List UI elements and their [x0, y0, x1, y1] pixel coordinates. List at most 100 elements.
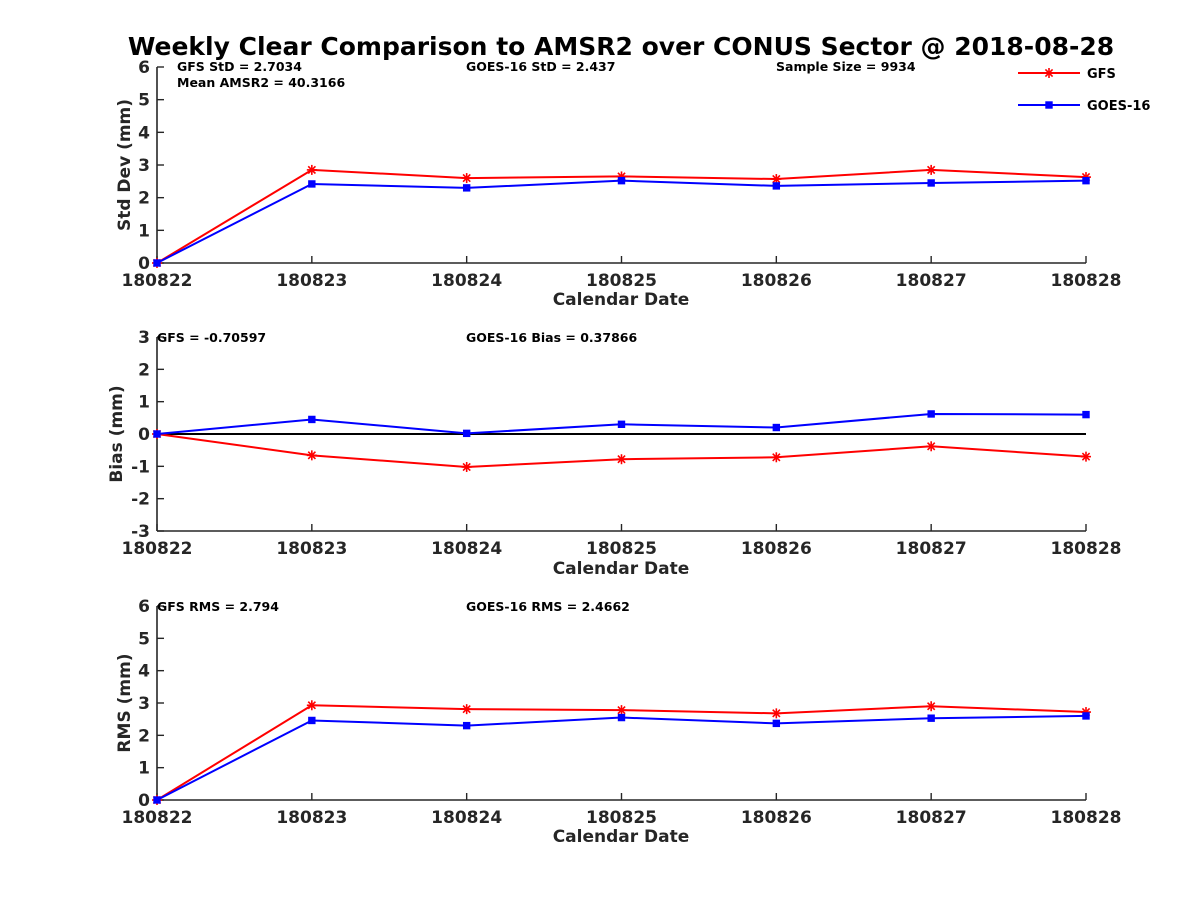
- rms-gfs-point: [926, 701, 937, 712]
- std-dev-annot-goes16: GOES-16 StD = 2.437: [466, 59, 615, 74]
- legend-gfs-label: GFS: [1087, 67, 1116, 82]
- rms-xtick-label: 180822: [122, 808, 193, 828]
- rms-ytick-label: 4: [138, 662, 150, 682]
- bias-xtick-label: 180827: [896, 539, 967, 559]
- bias-ytick-label: 3: [138, 328, 150, 348]
- rms-axes: 0 1 2 3 4 5 6 180822 180823 180824 180825 180826 180…: [122, 597, 1122, 828]
- rms-gfs-point: [306, 700, 317, 711]
- std-dev-ytick-label: 4: [138, 123, 150, 143]
- std-dev-goes-16-point: [153, 259, 161, 267]
- rms-ytick-label: 6: [138, 597, 150, 617]
- bias-gfs-point: [306, 450, 317, 461]
- legend-gfs-marker: [1044, 68, 1054, 78]
- legend-goes16-label: GOES-16: [1087, 99, 1150, 114]
- bias-gfs-point: [771, 452, 782, 463]
- std-dev-xtick-label: 180823: [276, 271, 347, 291]
- bias-xlabel: Calendar Date: [553, 559, 690, 579]
- std-dev-xtick-label: 180825: [586, 271, 657, 291]
- bias-xtick-label: 180824: [431, 539, 502, 559]
- std-dev-ytick-label: 1: [138, 221, 150, 241]
- std-dev-xtick-label: 180828: [1051, 271, 1122, 291]
- rms-gfs-point: [461, 704, 472, 715]
- std-dev-xtick-label: 180826: [741, 271, 812, 291]
- rms-gfs-point: [771, 708, 782, 719]
- rms-ytick-label: 0: [138, 791, 150, 811]
- rms-gfs-point: [616, 705, 627, 716]
- rms-goes-16-point: [927, 714, 935, 722]
- std-dev-annot-mean-amsr2: Mean AMSR2 = 40.3166: [177, 75, 345, 90]
- std-dev-series: [152, 164, 1091, 268]
- bias-gfs-point: [926, 441, 937, 452]
- std-dev-xlabel: Calendar Date: [553, 290, 690, 310]
- rms-ylabel: RMS (mm): [115, 653, 135, 752]
- rms-ytick-label: 5: [138, 629, 150, 649]
- std-dev-ytick-label: 6: [138, 58, 150, 78]
- rms-series: [152, 700, 1091, 805]
- std-dev-goes-16-point: [927, 179, 935, 187]
- rms-goes-16-point: [772, 719, 781, 728]
- bias-goes-16-point: [462, 429, 471, 438]
- figure-title: Weekly Clear Comparison to AMSR2 over CO…: [128, 32, 1114, 61]
- bias-goes-16-point: [772, 423, 781, 432]
- bias-xtick-label: 180825: [586, 539, 657, 559]
- rms-ytick-label: 3: [138, 694, 150, 714]
- std-dev-annot-gfs: GFS StD = 2.7034: [177, 59, 302, 74]
- bias-panel: -3 -2 -1 0 1 2 3 180822 180823 180824 180825 180826…: [107, 328, 1121, 579]
- legend-goes16-marker-shape: [1045, 101, 1053, 109]
- rms-xtick-label: 180825: [586, 808, 657, 828]
- bias-ytick-label: 0: [138, 425, 150, 445]
- std-dev-goes-16-point: [772, 182, 781, 190]
- bias-goes-16-point: [153, 430, 161, 438]
- std-dev-axes: 0 1 2 3 4 5 6 180822 180823 180824 180825 180826 180…: [122, 58, 1122, 291]
- rms-xtick-label: 180823: [276, 808, 347, 828]
- std-dev-goes-16-point: [1082, 176, 1090, 185]
- std-dev-gfs-point: [926, 164, 937, 175]
- legend-gfs-marker-shape: [1044, 68, 1054, 78]
- bias-xtick-label: 180822: [122, 539, 193, 559]
- bias-goes-16-point: [927, 410, 935, 418]
- std-dev-xtick-label: 180824: [431, 271, 502, 291]
- std-dev-ytick-label: 2: [138, 189, 150, 209]
- legend: GFS GOES-16: [1018, 67, 1150, 114]
- rms-ytick-label: 1: [138, 759, 150, 779]
- std-dev-xtick-label: 180822: [122, 271, 193, 291]
- std-dev-goes-16-line: [156, 179, 1087, 264]
- rms-panel: 0 1 2 3 4 5 6 180822 180823 180824 180825 180826 180…: [115, 597, 1121, 847]
- rms-xtick-label: 180828: [1051, 808, 1122, 828]
- rms-xtick-label: 180827: [896, 808, 967, 828]
- bias-annot-goes16: GOES-16 Bias = 0.37866: [466, 330, 637, 345]
- std-dev-gfs-point: [461, 173, 472, 184]
- bias-ytick-label: -3: [131, 522, 150, 542]
- std-dev-annot-sample-size: Sample Size = 9934: [776, 59, 916, 74]
- bias-ylabel: Bias (mm): [107, 385, 127, 482]
- rms-ytick-label: 2: [138, 726, 150, 746]
- std-dev-ylabel: Std Dev (mm): [115, 99, 135, 231]
- rms-annot-goes16: GOES-16 RMS = 2.4662: [466, 599, 630, 614]
- bias-series: [152, 410, 1091, 472]
- rms-xtick-label: 180824: [431, 808, 502, 828]
- std-dev-goes-16-point: [308, 180, 316, 188]
- bias-ytick-label: -1: [131, 457, 150, 477]
- rms-xtick-label: 180826: [741, 808, 812, 828]
- std-dev-ytick-label: 0: [138, 254, 150, 274]
- std-dev-gfs-point: [306, 164, 317, 175]
- rms-annot-gfs: GFS RMS = 2.794: [157, 599, 279, 614]
- bias-ytick-label: 2: [138, 360, 150, 380]
- rms-goes-16-point: [617, 713, 626, 722]
- bias-gfs-point: [461, 461, 472, 472]
- bias-goes-16-point: [1082, 410, 1090, 419]
- rms-goes-16-point: [153, 796, 161, 804]
- rms-goes-16-point: [462, 721, 471, 730]
- rms-goes-16-point: [1082, 712, 1090, 720]
- std-dev-xtick-label: 180827: [896, 271, 967, 291]
- rms-goes-16-line: [156, 714, 1087, 801]
- bias-ytick-label: -2: [131, 490, 150, 510]
- legend-goes16-marker: [1045, 101, 1053, 109]
- bias-xtick-label: 180823: [276, 539, 347, 559]
- bias-gfs-point: [1081, 451, 1091, 462]
- bias-xtick-label: 180828: [1051, 539, 1122, 559]
- std-dev-ytick-label: 5: [138, 91, 150, 111]
- rms-goes-16-point: [308, 716, 316, 725]
- rms-xlabel: Calendar Date: [553, 827, 690, 847]
